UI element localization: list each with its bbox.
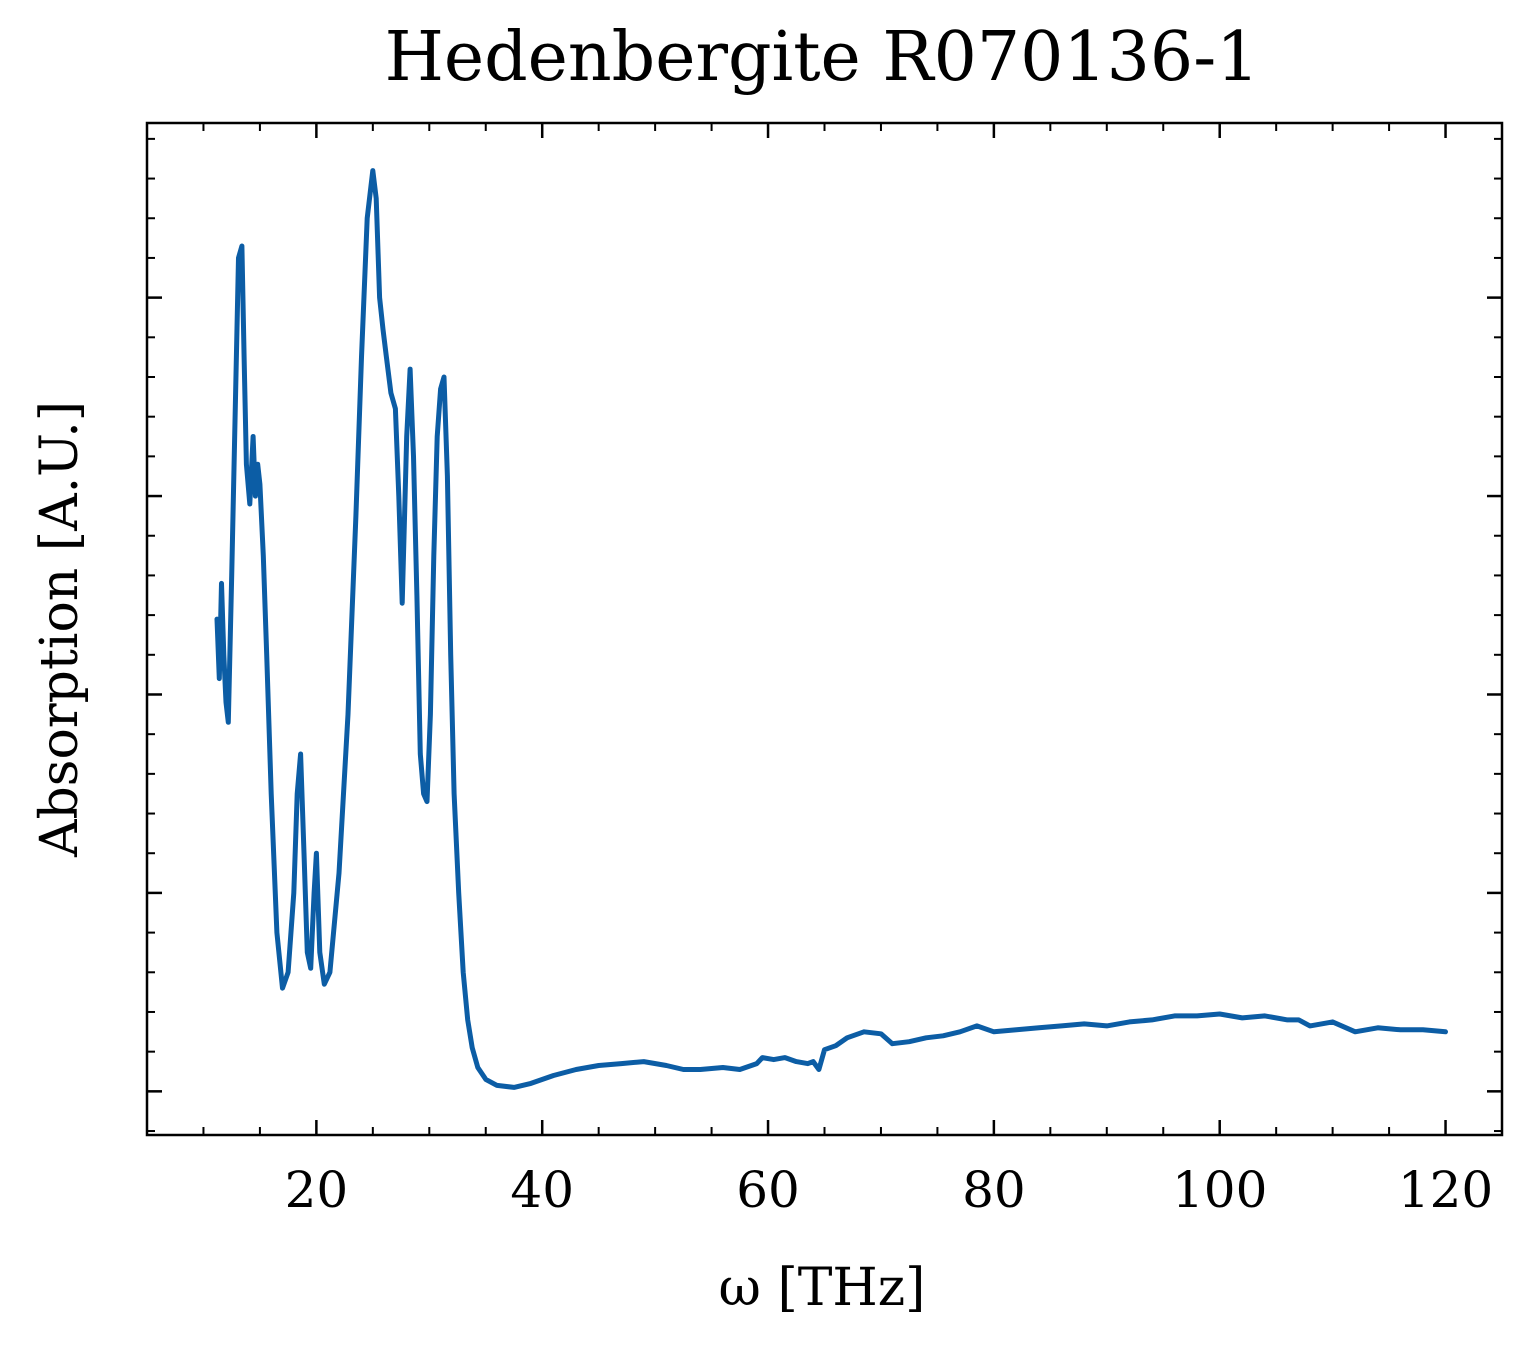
x-tick-label: 20 [285,1161,349,1219]
series-layer [214,168,1448,1090]
x-tick-label: 60 [736,1161,800,1219]
x-tick-labels: 20 40 60 80 100 120 [285,1161,1494,1219]
major-ticks [147,123,1502,1135]
x-axis-label: ω [THz] [719,1258,926,1318]
x-tick-label: 40 [510,1161,574,1219]
chart-title: Hedenbergite R070136-1 [385,18,1260,97]
x-tick-label: 100 [1172,1161,1267,1219]
x-tick-label: 120 [1398,1161,1493,1219]
plot-frame [145,121,1504,1137]
x-tick-label: 80 [962,1161,1026,1219]
series-line [214,168,1448,1090]
y-axis-label: Absorption [A.U.] [30,401,90,858]
